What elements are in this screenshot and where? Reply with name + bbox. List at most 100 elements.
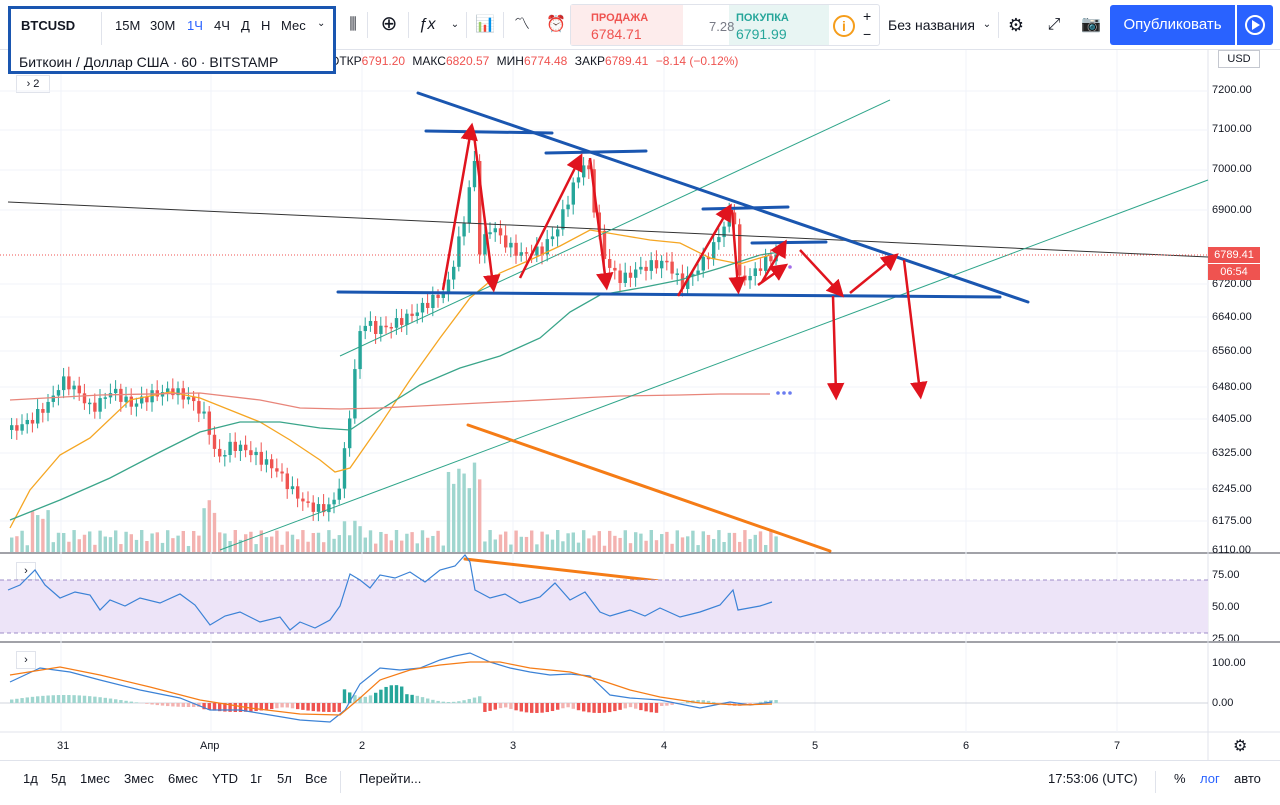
candle-body: [249, 450, 253, 456]
macd-bar: [524, 703, 529, 713]
macd-bar: [134, 702, 139, 703]
plus-minus-icon[interactable]: + −: [863, 8, 872, 42]
candle-body: [478, 160, 482, 255]
bar-chart-icon[interactable]: 📊: [475, 16, 495, 33]
volume-bar: [618, 537, 622, 552]
candle-body: [566, 204, 570, 210]
candle-body: [82, 393, 87, 404]
volume-bar: [98, 530, 102, 552]
symbol-name[interactable]: BTCUSD: [21, 18, 76, 33]
candle-body: [706, 256, 711, 260]
volume-bar: [103, 536, 107, 552]
publish-button[interactable]: Опубликовать: [1110, 5, 1235, 45]
play-button[interactable]: [1237, 5, 1273, 45]
price-label: 6405.00: [1212, 413, 1252, 425]
volume-bar: [114, 530, 118, 552]
indicators-icon[interactable]: ƒx: [418, 16, 436, 33]
time-label: 7: [1114, 740, 1121, 752]
symbol-header: BTCUSD 15М 30М 1Ч 4Ч Д Н Мес ⌄ Биткоин /…: [8, 6, 336, 74]
legend-collapse-button[interactable]: › 2: [16, 75, 50, 93]
rsi-band: [0, 580, 1208, 633]
volume-bar: [613, 535, 617, 552]
macd-collapse-button[interactable]: ›: [16, 651, 36, 669]
candle-body: [358, 331, 362, 370]
volume-bar: [389, 540, 393, 552]
macd-bar: [363, 696, 367, 703]
buy-button[interactable]: [729, 5, 829, 45]
candle-body: [316, 504, 321, 512]
volume-bar: [394, 530, 399, 552]
volume-bar: [597, 531, 601, 552]
utc-clock[interactable]: 17:53:06 (UTC): [1048, 771, 1138, 786]
ohlc-legend: ОТКР6791.20 МАКС6820.57 МИН6774.48 ЗАКР6…: [330, 54, 738, 68]
chart-type-icon[interactable]: ⫼: [349, 16, 357, 33]
volume-bar: [561, 541, 565, 552]
range-1d[interactable]: 1д: [23, 771, 38, 786]
candle-body: [280, 471, 284, 474]
interval-30m[interactable]: 30М: [150, 18, 176, 33]
volume-bar: [181, 530, 185, 552]
range-5y[interactable]: 5л: [277, 771, 292, 786]
macd-bar: [82, 695, 87, 703]
interval-4h[interactable]: 4Ч: [214, 18, 230, 33]
add-compare-icon[interactable]: ⊕: [380, 13, 398, 35]
volume-bar: [483, 541, 487, 552]
range-5d[interactable]: 5д: [51, 771, 66, 786]
chevron-down-icon[interactable]: ⌄: [450, 19, 460, 30]
candle-body: [535, 246, 539, 256]
macd-bar: [62, 695, 66, 703]
macd-bar: [649, 703, 653, 713]
range-1y[interactable]: 1г: [250, 771, 262, 786]
candle-body: [556, 229, 560, 237]
interval-chevron-icon[interactable]: ⌄: [317, 18, 326, 29]
volume-bar: [649, 530, 653, 552]
interval-day[interactable]: Д: [241, 18, 250, 33]
volume-bar: [358, 526, 362, 552]
candle-body: [259, 451, 263, 465]
camera-icon[interactable]: 📷: [1081, 16, 1101, 33]
settings-gear-icon[interactable]: ⚙: [1007, 15, 1025, 35]
candle-body: [134, 403, 139, 407]
macd-bar: [56, 695, 61, 703]
volume-bar: [732, 532, 737, 552]
volume-bar: [608, 530, 612, 552]
layout-chevron-icon[interactable]: ⌄: [982, 19, 992, 30]
interval-week[interactable]: Н: [261, 18, 271, 33]
volume-bar: [379, 531, 383, 552]
goto-date-button[interactable]: Перейти...: [359, 771, 422, 786]
macd-bar: [15, 698, 19, 703]
range-all[interactable]: Все: [305, 771, 328, 786]
auto-toggle[interactable]: авто: [1234, 771, 1261, 786]
axis-settings-gear-icon[interactable]: ⚙: [1233, 738, 1248, 755]
interval-15m[interactable]: 15М: [115, 18, 141, 33]
chart-area[interactable]: [0, 50, 1280, 762]
alert-clock-icon[interactable]: ⏰: [546, 16, 566, 33]
range-ytd[interactable]: YTD: [212, 771, 238, 786]
percent-toggle[interactable]: %: [1174, 771, 1186, 786]
info-warning-icon[interactable]: i: [833, 15, 855, 37]
macd-bar: [41, 695, 45, 703]
candle-body: [732, 212, 737, 225]
macd-bar: [332, 703, 336, 712]
candle-body: [576, 177, 581, 183]
macd-bar: [426, 698, 430, 703]
range-3m[interactable]: 3мес: [124, 771, 154, 786]
currency-badge[interactable]: USD: [1218, 50, 1260, 68]
candle-body: [498, 228, 503, 236]
sell-button[interactable]: [571, 5, 683, 45]
range-6m[interactable]: 6мес: [168, 771, 198, 786]
layout-name[interactable]: Без названия: [888, 17, 975, 33]
indicator-templates-icon[interactable]: 〽: [513, 16, 530, 33]
interval-month[interactable]: Мес: [281, 18, 306, 33]
candle-body: [67, 376, 71, 390]
macd-bar: [472, 697, 477, 703]
candle-body: [426, 302, 430, 308]
current-price-tag: 6789.41: [1208, 247, 1260, 263]
volume-bar: [556, 530, 560, 552]
volume-bar: [462, 473, 466, 552]
fullscreen-icon[interactable]: ⤢: [1047, 16, 1061, 33]
log-toggle[interactable]: лог: [1200, 771, 1220, 786]
candle-body: [363, 325, 367, 332]
range-1m[interactable]: 1мес: [80, 771, 110, 786]
interval-1h[interactable]: 1Ч: [187, 18, 203, 33]
